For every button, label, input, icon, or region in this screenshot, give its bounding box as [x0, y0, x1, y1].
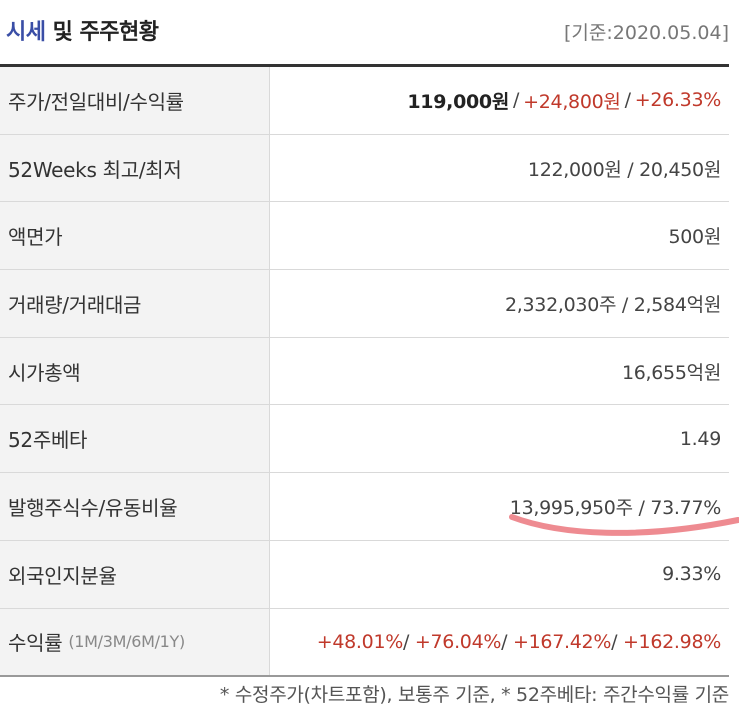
row-value: 13,995,950주 / 73.77%: [509, 496, 722, 519]
title-accent: 시세: [6, 20, 46, 45]
section-title: 시세 및 주주현황: [6, 14, 159, 46]
table-row: 시가총액 16,655억원: [0, 337, 729, 406]
table-row: 발행주식수/유동비율 13,995,950주 / 73.77%: [0, 473, 729, 541]
price-change: +24,800원: [523, 90, 621, 113]
return-3m: +76.04%: [414, 630, 502, 653]
table-row: 거래량/거래대금 2,332,030주 / 2,584억원: [0, 270, 729, 338]
row-value: 9.33%: [662, 563, 721, 586]
row-label: 52Weeks 최고/최저: [0, 134, 270, 202]
row-label: 수익률 (1M/3M/6M/1Y): [0, 608, 270, 676]
return-1m: +48.01%: [316, 630, 404, 653]
row-label: 52주베타: [0, 405, 270, 473]
footnote: * 수정주가(차트포함), 보통주 기준, * 52주베타: 주간수익률 기준: [219, 684, 729, 706]
reference-date: [기준:2020.05.04]: [564, 22, 729, 44]
row-value: 119,000원 / +24,800원 / +26.33%: [270, 67, 729, 134]
separator: /: [513, 89, 520, 112]
change-rate: +26.33%: [634, 89, 722, 112]
price-table: 주가/전일대비/수익률 119,000원 / +24,800원 / +26.33…: [0, 64, 729, 678]
title-rest: 및 주주현황: [45, 20, 159, 45]
table-row: 주가/전일대비/수익률 119,000원 / +24,800원 / +26.33…: [0, 67, 729, 135]
separator: /: [501, 630, 508, 653]
row-value: 122,000원 / 20,450원: [527, 158, 721, 181]
row-label: 액면가: [0, 202, 270, 270]
row-value: 500원: [668, 226, 721, 249]
returns-periods: (1M/3M/6M/1Y): [68, 632, 185, 652]
separator: /: [624, 89, 631, 112]
separator: /: [611, 630, 618, 653]
row-label: 외국인지분율: [0, 540, 270, 608]
separator: /: [403, 630, 410, 653]
table-row: 52Weeks 최고/최저 122,000원 / 20,450원: [0, 134, 729, 203]
returns-label: 수익률: [8, 631, 63, 656]
return-6m: +167.42%: [513, 630, 612, 653]
row-value: 16,655억원: [621, 361, 721, 384]
row-label: 시가총액: [0, 337, 270, 405]
current-price: 119,000원: [407, 90, 510, 113]
row-label: 주가/전일대비/수익률: [0, 67, 270, 134]
row-value: +48.01% / +76.04% / +167.42% / +162.98%: [270, 609, 729, 676]
table-row: 수익률 (1M/3M/6M/1Y) +48.01% / +76.04% / +167.…: [0, 608, 729, 678]
table-row: 52주베타 1.49: [0, 405, 729, 474]
row-label: 발행주식수/유동비율: [0, 473, 270, 540]
row-label: 거래량/거래대금: [0, 270, 270, 337]
row-value: 2,332,030주 / 2,584억원: [504, 293, 721, 316]
table-row: 외국인지분율 9.33%: [0, 540, 729, 609]
table-row: 액면가 500원: [0, 202, 729, 271]
row-value: 1.49: [679, 427, 721, 450]
section-header: 시세 및 주주현황 [기준:2020.05.04]: [0, 0, 739, 62]
return-1y: +162.98%: [622, 630, 721, 653]
